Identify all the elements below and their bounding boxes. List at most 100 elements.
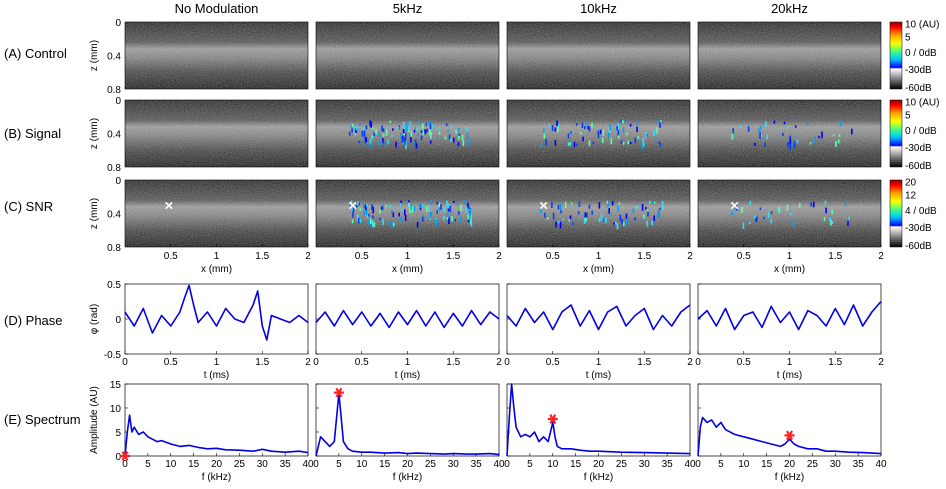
modulation-pixel (351, 126, 353, 129)
modulation-pixel (591, 123, 593, 128)
measurement-marker: × (730, 197, 739, 214)
line-panel: 0 5 10 15 20 25 30 35 40f (kHz) (313, 384, 505, 483)
modulation-pixel (466, 128, 468, 132)
modulation-pixel (593, 142, 595, 145)
modulation-pixel (545, 139, 547, 146)
z-axis-label: z (mm) (89, 198, 100, 229)
modulation-pixel (584, 126, 586, 129)
x-tick-label: 1.5 (446, 251, 460, 262)
x-axis-label: t (ms) (777, 370, 803, 381)
x-tick-label: 1.5 (446, 357, 460, 368)
modulation-pixel (403, 129, 405, 134)
modulation-pixel (642, 138, 644, 143)
colorbar-tick-label: -60dB (905, 241, 932, 252)
modulation-pixel (589, 127, 591, 132)
x-tick-label: 35 (471, 459, 483, 470)
modulation-pixel (582, 137, 584, 142)
modulation-pixel (423, 216, 425, 219)
modulation-pixel (406, 126, 408, 132)
modulation-pixel (471, 222, 473, 227)
modulation-pixel (449, 135, 451, 140)
x-tick-label: 1.5 (255, 357, 269, 368)
modulation-pixel (392, 128, 394, 130)
modulation-pixel (656, 138, 658, 141)
modulation-pixel (369, 120, 371, 126)
modulation-pixel (740, 125, 742, 128)
modulation-pixel (760, 126, 762, 130)
modulation-pixel (558, 221, 560, 224)
modulation-pixel (420, 203, 422, 207)
column-title: 10kHz (580, 1, 617, 16)
modulation-pixel (584, 218, 586, 224)
x-tick-label: 15 (379, 459, 391, 470)
modulation-pixel (560, 204, 562, 210)
modulation-pixel (643, 143, 645, 147)
row-label: (B) Signal (4, 126, 61, 141)
x-tick-label: 35 (853, 459, 865, 470)
modulation-pixel (400, 203, 402, 206)
x-tick-label: 15 (761, 459, 773, 470)
modulation-pixel (750, 201, 752, 205)
modulation-pixel (807, 123, 809, 125)
modulation-pixel (398, 127, 400, 129)
modulation-pixel (450, 138, 452, 143)
x-tick-label: 2 (687, 251, 693, 262)
x-tick-label: 1.5 (637, 251, 651, 262)
modulation-pixel (409, 209, 411, 213)
modulation-pixel (797, 140, 799, 143)
x-tick-label: 10 (165, 459, 177, 470)
modulation-pixel (586, 213, 588, 218)
modulation-pixel (627, 141, 629, 145)
x-tick-label: 30 (830, 459, 842, 470)
modulation-pixel (446, 201, 448, 207)
modulation-pixel (402, 137, 404, 143)
modulation-pixel (421, 130, 423, 132)
modulation-pixel (626, 120, 628, 123)
modulation-pixel (469, 215, 471, 219)
modulation-pixel (591, 211, 593, 215)
modulation-pixel (371, 204, 373, 210)
x-axis-label: t (ms) (204, 370, 230, 381)
plot-frame (316, 384, 499, 456)
modulation-pixel (446, 123, 448, 126)
speckle-texture (698, 180, 881, 247)
modulation-pixel (405, 215, 407, 221)
modulation-pixel (359, 208, 361, 211)
oct-image-panels: 00.40.8z (mm)00.40.8z (mm)×00.40.8z (mm)… (89, 18, 884, 275)
y-tick-label: 0 (115, 452, 121, 463)
x-tick-label: 1 (405, 251, 411, 262)
colorbar: 20124 / 0dB-30dB-60dB (890, 177, 937, 252)
modulation-pixel (437, 135, 439, 138)
x-tick-label: 1.5 (828, 251, 842, 262)
modulation-pixel (635, 206, 637, 209)
modulation-pixel (356, 126, 358, 131)
modulation-pixel (636, 127, 638, 132)
x-axis-label: f (kHz) (584, 472, 613, 483)
modulation-pixel (372, 127, 374, 129)
modulation-pixel (460, 217, 462, 223)
modulation-pixel (366, 204, 368, 207)
y-tick-label: 15 (110, 380, 122, 391)
x-tick-label: 30 (448, 459, 460, 470)
modulation-pixel (465, 208, 467, 214)
modulation-pixel (451, 216, 453, 221)
modulation-pixel (363, 128, 365, 131)
x-tick-label: 20 (402, 459, 414, 470)
modulation-pixel (440, 204, 442, 210)
modulation-pixel (610, 213, 612, 215)
modulation-pixel (600, 130, 602, 134)
modulation-pixel (410, 137, 412, 143)
modulation-pixel (364, 131, 366, 138)
x-tick-label: 15 (188, 459, 200, 470)
modulation-pixel (643, 214, 645, 218)
z-tick-label: 0.8 (107, 243, 121, 254)
modulation-pixel (653, 130, 655, 136)
modulation-pixel (647, 221, 649, 227)
x-axis-label: x (mm) (201, 264, 232, 275)
modulation-pixel (618, 129, 620, 135)
modulation-pixel (415, 127, 417, 131)
x-tick-label: 35 (662, 459, 674, 470)
modulation-pixel (379, 210, 381, 214)
colorbar-tick-label: 10 (AU) (905, 97, 939, 108)
modulation-pixel (382, 204, 384, 210)
